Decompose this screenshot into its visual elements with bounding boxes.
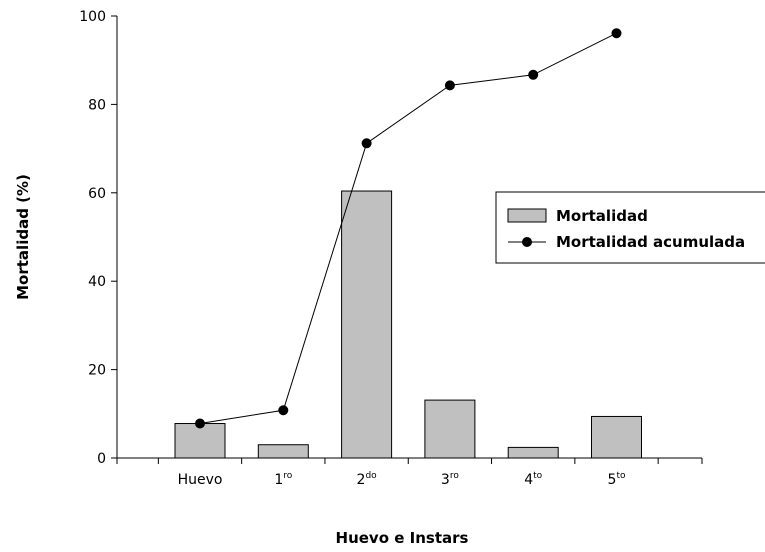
axes-layer (116, 16, 702, 459)
bar-mortalidad (257, 444, 309, 459)
bar-mortalidad (174, 423, 226, 459)
point-mortalidad-acumulada (278, 405, 289, 416)
x-tick-label: 3ro (441, 471, 459, 488)
x-tick-label: 1ro (274, 471, 292, 488)
point-mortalidad-acumulada (361, 138, 372, 149)
legend-box (495, 191, 765, 264)
bar-mortalidad (507, 446, 559, 459)
y-tick-label: 80 (88, 97, 106, 113)
y-tick-label: 100 (79, 9, 106, 25)
y-ticks: 0 20 40 60 80 100 (79, 9, 117, 467)
y-tick-label: 60 (88, 186, 106, 202)
bars-layer (174, 190, 642, 459)
cumulative-line-layer (195, 28, 622, 429)
y-tick-label: 20 (88, 363, 106, 379)
legend-label-acumulada: Mortalidad acumulada (556, 233, 745, 251)
point-mortalidad-acumulada (195, 418, 205, 429)
legend-marker-acumulada (522, 237, 532, 247)
point-mortalidad-acumulada (528, 69, 539, 80)
legend-swatch-mortalidad (507, 208, 547, 223)
y-axis-title: Mortalidad (%) (14, 174, 32, 300)
bar-mortalidad (591, 415, 642, 459)
legend-label-mortalidad: Mortalidad (556, 207, 648, 225)
legend: Mortalidad Mortalidad acumulada (495, 191, 765, 264)
line-mortalidad-acumulada (199, 32, 617, 425)
bar-mortalidad (424, 399, 476, 459)
x-axis-title: Huevo e Instars (336, 529, 469, 547)
point-mortalidad-acumulada (611, 28, 622, 39)
y-tick-label: 40 (88, 274, 106, 290)
x-ticks: Huevo 1ro 2do 3ro 4to 5to (116, 458, 703, 488)
x-tick-label: 4to (524, 471, 542, 488)
bar-mortalidad (341, 190, 393, 459)
x-tick-label: 2do (357, 471, 378, 488)
x-tick-label: 5to (608, 471, 626, 488)
x-tick-label: Huevo (178, 472, 223, 488)
point-mortalidad-acumulada (444, 80, 455, 91)
y-tick-label: 0 (97, 451, 106, 467)
